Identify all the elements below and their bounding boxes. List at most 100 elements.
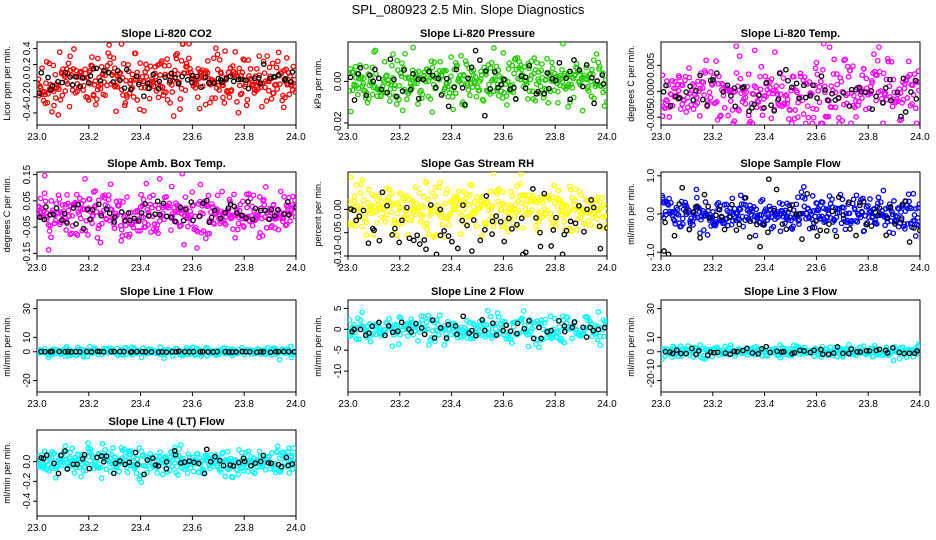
data-point — [509, 193, 516, 200]
data-point — [416, 189, 423, 196]
data-point — [219, 188, 225, 195]
data-point — [228, 87, 235, 93]
data-point — [431, 335, 438, 341]
data-point — [67, 74, 73, 80]
data-point — [569, 324, 576, 331]
x-tick-label: 23.2 — [390, 399, 410, 410]
data-point — [150, 455, 156, 462]
data-point — [288, 453, 295, 459]
data-point — [908, 89, 914, 95]
x-tick-label: 23.6 — [494, 399, 514, 410]
data-point — [916, 340, 920, 347]
data-point — [768, 102, 774, 109]
data-point — [415, 68, 422, 75]
data-point — [41, 190, 48, 197]
data-point — [355, 91, 361, 98]
data-point — [736, 221, 743, 228]
data-point — [705, 203, 712, 210]
data-point — [869, 80, 876, 86]
data-point — [782, 220, 788, 227]
data-point — [721, 104, 728, 111]
data-point — [372, 66, 378, 73]
data-point — [667, 102, 674, 109]
data-point — [892, 220, 898, 227]
x-tick-label: 23.8 — [545, 132, 565, 143]
data-point — [370, 232, 377, 238]
data-point — [825, 97, 831, 104]
data-point — [524, 96, 531, 102]
data-point — [142, 463, 149, 469]
data-point — [557, 197, 564, 203]
data-point — [522, 249, 529, 256]
data-point — [46, 468, 52, 474]
data-point — [892, 218, 898, 225]
data-point — [829, 90, 835, 97]
data-point — [431, 59, 438, 66]
data-point — [49, 348, 55, 355]
data-point — [765, 214, 772, 220]
data-point — [384, 202, 390, 209]
data-point — [838, 78, 845, 85]
data-point — [92, 78, 99, 84]
data-point — [175, 452, 182, 459]
data-point — [291, 461, 296, 468]
data-point — [190, 468, 197, 475]
data-point — [666, 114, 673, 120]
data-point — [407, 217, 414, 224]
data-point — [487, 86, 494, 92]
data-point — [270, 90, 277, 97]
data-point — [85, 440, 91, 447]
data-point — [261, 201, 268, 208]
data-point — [526, 88, 533, 95]
data-point — [359, 309, 366, 316]
data-point — [163, 465, 170, 472]
data-point — [235, 459, 242, 466]
data-point — [877, 88, 884, 94]
data-point — [409, 198, 416, 204]
data-point — [423, 246, 429, 253]
data-point — [724, 82, 731, 89]
data-point — [184, 76, 191, 83]
data-point — [911, 71, 918, 77]
figure-title: SPL_080923 2.5 Min. Slope Diagnostics — [352, 2, 585, 17]
data-point — [797, 70, 804, 77]
data-point — [472, 210, 479, 216]
data-point — [246, 348, 253, 355]
data-point — [809, 224, 816, 231]
data-point — [484, 307, 491, 314]
data-point — [519, 225, 526, 231]
y-tick-label: 0.0 — [22, 454, 33, 468]
data-point — [366, 330, 372, 337]
data-point — [235, 109, 242, 116]
data-point — [473, 332, 479, 339]
data-point — [674, 206, 681, 213]
data-point — [461, 324, 468, 331]
data-point — [80, 197, 87, 204]
data-point — [141, 471, 147, 478]
data-point — [482, 221, 489, 228]
data-point — [62, 69, 69, 76]
data-point — [489, 231, 495, 237]
data-point — [817, 78, 824, 85]
data-point — [555, 88, 561, 95]
data-point — [901, 350, 908, 357]
data-point — [742, 94, 749, 101]
data-point — [282, 94, 288, 101]
data-point — [669, 208, 676, 215]
data-point — [398, 204, 404, 210]
data-point — [67, 449, 73, 456]
data-point — [546, 85, 552, 92]
data-point — [528, 58, 535, 65]
data-point — [514, 330, 520, 337]
data-point — [476, 87, 483, 94]
data-point — [703, 57, 709, 64]
data-point — [438, 92, 445, 98]
data-point — [871, 51, 877, 57]
data-point — [163, 194, 170, 200]
data-point — [817, 227, 824, 234]
data-point — [443, 75, 450, 82]
data-point — [463, 191, 470, 198]
